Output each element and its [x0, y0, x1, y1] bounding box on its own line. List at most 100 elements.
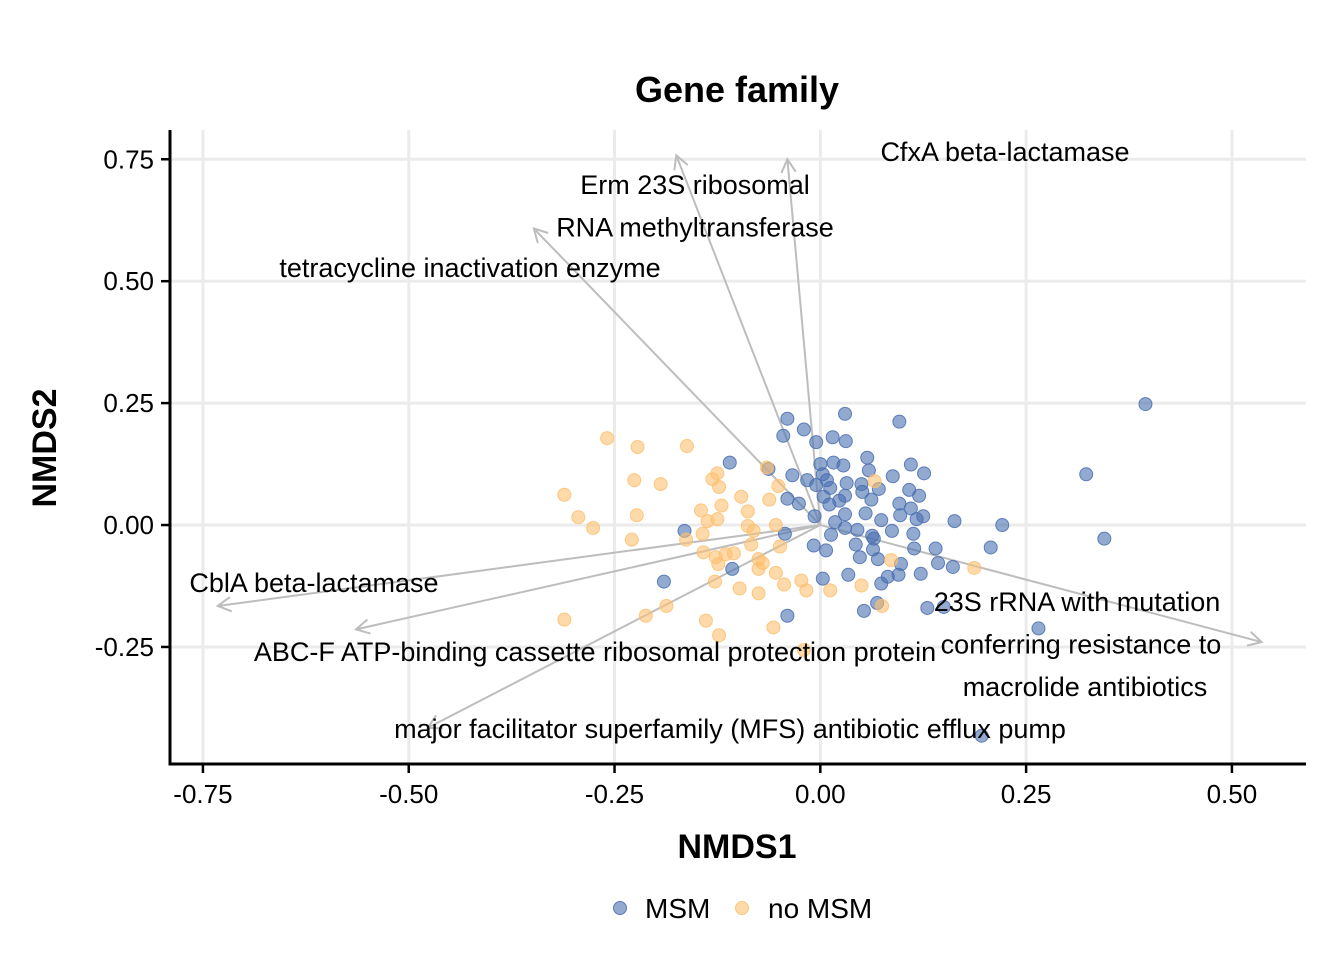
axis-layer: -0.75 -0.50 -0.25 0.00 0.25 0.50 -0.25 0.00 0.25… — [95, 130, 1306, 809]
data-point-no-msm — [734, 489, 749, 504]
data-point-msm — [936, 599, 951, 614]
data-point-no-msm — [629, 508, 644, 523]
data-point-msm — [780, 491, 795, 506]
data-point-msm — [839, 476, 854, 491]
data-point-msm — [848, 537, 863, 552]
vector-label: CfxA beta-lactamase — [880, 137, 1129, 167]
data-point-no-msm — [557, 612, 572, 627]
data-point-no-msm — [659, 598, 674, 613]
data-point-msm — [856, 603, 871, 618]
y-tick-label: 0.00 — [103, 510, 154, 540]
data-point-no-msm — [740, 504, 755, 519]
data-point-msm — [945, 559, 960, 574]
y-tick-label: 0.75 — [103, 144, 154, 174]
data-point-msm — [892, 414, 907, 429]
data-point-no-msm — [679, 532, 694, 547]
data-point-no-msm — [679, 439, 694, 454]
data-point-no-msm — [777, 577, 792, 592]
data-point-msm — [855, 484, 870, 499]
vector-label: major facilitator superfamily (MFS) anti… — [394, 714, 1066, 744]
data-point-msm — [656, 574, 671, 589]
data-point-no-msm — [571, 510, 586, 525]
data-point-no-msm — [624, 532, 639, 547]
data-point-msm — [838, 488, 853, 503]
vector-arrow-line — [355, 524, 821, 631]
vector-arrow-line — [675, 154, 822, 526]
data-point-msm — [1031, 621, 1046, 636]
data-point-no-msm — [627, 473, 642, 488]
data-point-msm — [806, 538, 821, 553]
data-point-msm — [947, 514, 962, 529]
data-point-msm — [825, 430, 840, 445]
x-tick-label: -0.25 — [585, 779, 644, 809]
data-point-msm — [1097, 531, 1112, 546]
data-point-no-msm — [714, 498, 729, 513]
data-point-no-msm — [772, 539, 787, 554]
data-point-no-msm — [762, 492, 777, 507]
data-point-msm — [974, 728, 989, 743]
data-point-msm — [874, 513, 889, 528]
data-point-no-msm — [759, 460, 774, 475]
data-point-msm — [860, 450, 875, 465]
data-point-msm — [891, 567, 906, 582]
data-point-msm — [903, 501, 918, 516]
y-tick-label: 0.25 — [103, 388, 154, 418]
data-point-msm — [841, 567, 856, 582]
data-point-no-msm — [875, 598, 890, 613]
vector-label: conferring resistance to — [941, 630, 1222, 660]
data-point-no-msm — [854, 578, 869, 593]
x-tick-label: -0.75 — [173, 779, 232, 809]
data-point-no-msm — [638, 608, 653, 623]
data-point-no-msm — [695, 526, 710, 541]
vector-arrow-head — [425, 714, 443, 730]
data-point-no-msm — [967, 560, 982, 575]
data-point-no-msm — [630, 440, 645, 454]
vector-arrow-head — [780, 157, 797, 174]
data-point-no-msm — [712, 479, 727, 494]
data-point-msm — [819, 543, 834, 558]
vector-label: tetracycline inactivation enzyme — [279, 253, 660, 283]
legend: MSM no MSM — [613, 893, 872, 924]
x-axis-label: NMDS1 — [677, 828, 796, 866]
legend-label: MSM — [645, 893, 710, 924]
data-point-msm — [836, 458, 851, 473]
data-point-no-msm — [796, 642, 811, 657]
data-point-no-msm — [600, 431, 615, 446]
data-point-no-msm — [557, 487, 572, 502]
data-point-msm — [807, 509, 822, 524]
vector-label: RNA methyltransferase — [556, 213, 834, 243]
data-point-msm — [917, 466, 932, 481]
data-point-msm — [861, 463, 876, 478]
data-point-msm — [864, 492, 879, 507]
legend-label: no MSM — [768, 893, 872, 924]
data-point-msm — [903, 457, 918, 472]
data-point-no-msm — [751, 561, 766, 576]
data-point-msm — [785, 468, 800, 483]
vector-arrow-head — [673, 153, 689, 171]
y-tick-label: 0.50 — [103, 266, 154, 296]
vector-label-layer: CfxA beta-lactamase Erm 23S ribosomal RNA … — [189, 137, 1221, 744]
data-point-msm — [791, 496, 806, 511]
data-point-msm — [815, 571, 830, 586]
data-point-msm — [916, 509, 931, 524]
data-point-msm — [777, 526, 792, 541]
vector-arrow-head — [1246, 631, 1264, 647]
data-point-msm — [983, 540, 998, 555]
y-axis-label: NMDS2 — [26, 388, 64, 507]
vector-arrow-head — [215, 596, 233, 613]
data-point-no-msm — [867, 474, 882, 489]
data-point-no-msm — [744, 537, 759, 552]
data-point-no-msm — [751, 586, 766, 601]
vector-arrow-line — [217, 524, 821, 607]
data-point-msm — [852, 550, 867, 565]
grid-layer — [170, 130, 1306, 764]
data-point-msm — [809, 435, 824, 450]
vector-label: CblA beta-lactamase — [189, 568, 438, 598]
legend-key — [735, 901, 749, 915]
legend-key — [613, 901, 627, 915]
data-point-msm — [870, 552, 885, 567]
data-point-msm — [780, 608, 795, 623]
data-point-no-msm — [698, 613, 713, 628]
data-point-no-msm — [696, 545, 711, 560]
data-point-msm — [893, 508, 908, 523]
